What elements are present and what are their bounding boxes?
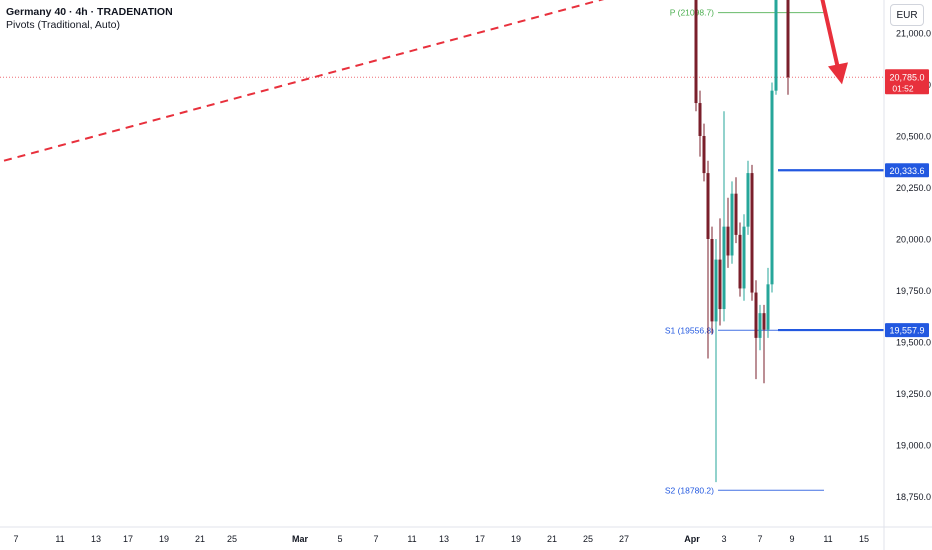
trendlines [3, 0, 605, 162]
x-tick-label: 25 [227, 534, 237, 544]
down-arrow-shaft [820, 0, 840, 71]
x-tick-label: 7 [373, 534, 378, 544]
currency-button[interactable]: EUR [890, 4, 924, 26]
y-tick-label: 20,500.0 [896, 132, 931, 142]
x-tick-label: Apr [684, 534, 700, 544]
x-tick-label: 13 [439, 534, 449, 544]
x-tick-label: 21 [195, 534, 205, 544]
candle-body [698, 103, 702, 136]
candle-body [754, 292, 758, 338]
x-tick-label: 21 [547, 534, 557, 544]
x-tick-label: 25 [583, 534, 593, 544]
trendline [3, 0, 605, 162]
candle-body [730, 193, 734, 256]
x-tick-label: 7 [13, 534, 18, 544]
y-tick-label: 18,750.0 [896, 492, 931, 502]
candle-body [726, 226, 730, 256]
y-tick-label: 20,250.0 [896, 183, 931, 193]
price-tag-box [885, 163, 929, 178]
candle-body [742, 226, 746, 289]
pivot-level-label: P (21098.7) [670, 8, 714, 18]
price-tags: 22,328.821,519.820,333.619,557.920,785.0… [885, 69, 929, 338]
price-tag-box [885, 323, 929, 338]
last-price-tag-box [885, 69, 929, 95]
candle-body [734, 193, 738, 235]
x-tick-label: 15 [859, 534, 869, 544]
time-axis[interactable]: 7 11 13 17 19 21 25 Mar 5 7 11 13 17 19 21 25 27 Apr 3 7 9 11… [13, 534, 869, 544]
x-tick-label: 19 [159, 534, 169, 544]
pivot-level-label: S2 (18780.2) [665, 485, 714, 495]
candle-body [766, 284, 770, 330]
x-tick-label: 11 [55, 534, 64, 544]
candle-body [702, 136, 706, 174]
annotations [820, 0, 848, 85]
candle-body [714, 259, 718, 322]
x-tick-label: 19 [511, 534, 521, 544]
indicator-legend[interactable]: Pivots (Traditional, Auto) [6, 19, 120, 31]
candle-body [746, 173, 750, 227]
candle-body [770, 90, 774, 285]
pivot-level-label: S1 (19556.8) [665, 325, 714, 335]
candle-body [718, 259, 722, 310]
candle-body [738, 234, 742, 289]
x-tick-label: 7 [757, 534, 762, 544]
last-price-label: 20,785.0 [889, 72, 924, 82]
candle-body [786, 0, 790, 78]
countdown-label: 01:52 [892, 83, 914, 93]
x-tick-label: 9 [789, 534, 794, 544]
y-tick-label: 21,000.0 [896, 29, 931, 39]
x-tick-label: Mar [292, 534, 309, 544]
price-tag-label: 19,557.9 [889, 326, 924, 336]
candle-body [694, 0, 698, 104]
down-arrow-head [828, 62, 848, 85]
y-tick-label: 20,000.0 [896, 235, 931, 245]
candle-body [774, 0, 778, 91]
x-tick-label: 17 [123, 534, 133, 544]
x-tick-label: 13 [91, 534, 101, 544]
candle-body [722, 226, 726, 310]
x-tick-label: 17 [475, 534, 485, 544]
chart-title[interactable]: Germany 40 · 4h · TRADENATION [6, 6, 173, 18]
candle-body [762, 313, 766, 330]
x-tick-label: 11 [823, 534, 832, 544]
y-tick-label: 19,750.0 [896, 286, 931, 296]
x-tick-label: 11 [407, 534, 416, 544]
candle-body [758, 313, 762, 338]
x-tick-label: 27 [619, 534, 629, 544]
y-tick-label: 19,250.0 [896, 389, 931, 399]
y-tick-label: 19,000.0 [896, 441, 931, 451]
y-tick-label: 19,500.0 [896, 338, 931, 348]
candle-body [706, 173, 710, 239]
pivot-levels: R2 (23417.2)R1 (21861.3)P (21098.7)S1 (1… [0, 8, 884, 495]
candlestick-series [694, 0, 790, 483]
x-tick-label: 5 [337, 534, 342, 544]
candle-body [750, 173, 754, 293]
x-tick-label: 3 [721, 534, 726, 544]
candle-body [710, 239, 714, 322]
price-tag-label: 20,333.6 [889, 166, 924, 176]
